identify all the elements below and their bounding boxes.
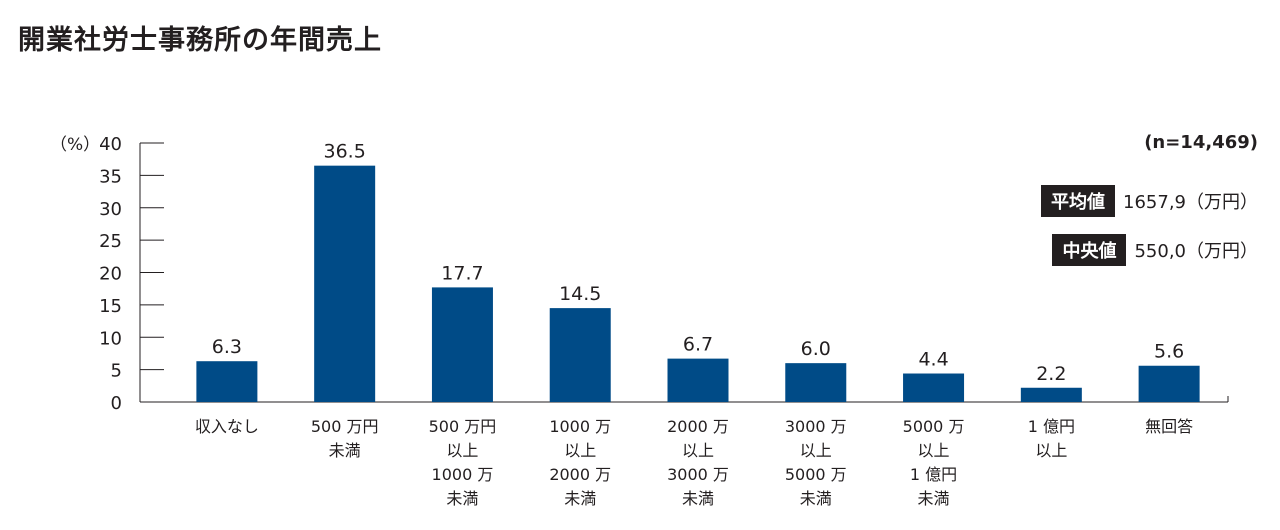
x-category-label: 500 万円 xyxy=(311,417,379,436)
y-tick-label: 5 xyxy=(111,361,122,382)
x-category-label: 1 億円 xyxy=(1028,417,1075,436)
x-category-label: 未満 xyxy=(446,489,478,508)
x-category-label: 5000 万 xyxy=(903,417,965,436)
y-tick-label: 15 xyxy=(99,296,122,317)
x-category-label: 3000 万 xyxy=(667,465,729,484)
x-category-label: 2000 万 xyxy=(549,465,611,484)
y-tick-label: 0 xyxy=(111,393,122,414)
x-category-label: 未満 xyxy=(918,489,950,508)
bar xyxy=(1020,387,1082,402)
bar-value-label: 36.5 xyxy=(324,141,366,163)
mean-badge: 平均値 xyxy=(1041,185,1116,217)
x-category-label: 未満 xyxy=(800,489,832,508)
bar xyxy=(903,373,965,402)
x-category-label: 以上 xyxy=(918,441,950,460)
median-badge: 中央値 xyxy=(1052,234,1127,266)
x-category-label: 未満 xyxy=(564,489,596,508)
x-category-label: 以上 xyxy=(800,441,832,460)
bar-value-label: 4.4 xyxy=(918,349,948,371)
y-tick-label: 25 xyxy=(99,231,122,252)
median-stat: 中央値 550,0（万円） xyxy=(1052,234,1258,266)
x-category-label: 以上 xyxy=(446,441,478,460)
bar-value-label: 5.6 xyxy=(1154,341,1184,363)
y-tick-label: 35 xyxy=(99,166,122,187)
bar xyxy=(431,287,493,402)
chart-title: 開業社労士事務所の年間売上 xyxy=(18,25,382,56)
x-category-label: 5000 万 xyxy=(785,465,847,484)
x-category-label: 2000 万 xyxy=(667,417,729,436)
y-tick-label: 30 xyxy=(99,199,122,220)
bar-value-label: 6.3 xyxy=(212,336,242,358)
bar xyxy=(196,361,258,402)
bar-value-label: 6.7 xyxy=(683,334,713,356)
x-category-label: 3000 万 xyxy=(785,417,847,436)
bar-value-label: 17.7 xyxy=(441,262,483,284)
bar-value-label: 2.2 xyxy=(1036,363,1066,385)
mean-stat: 平均値 1657,9（万円） xyxy=(1041,185,1258,217)
bar xyxy=(667,358,729,402)
x-category-label: 未満 xyxy=(329,441,361,460)
x-category-label: 1000 万 xyxy=(549,417,611,436)
bar-value-label: 6.0 xyxy=(801,338,831,360)
x-category-label: 以上 xyxy=(564,441,596,460)
x-category-label: 1 億円 xyxy=(910,465,957,484)
bar xyxy=(785,363,847,402)
median-value: 550,0（万円） xyxy=(1134,241,1258,262)
x-category-label: 以上 xyxy=(1035,441,1067,460)
x-category-label: 以上 xyxy=(682,441,714,460)
bar xyxy=(1138,365,1200,402)
bar-value-label: 14.5 xyxy=(559,283,601,305)
bar xyxy=(314,165,376,402)
x-category-label: 収入なし xyxy=(195,417,259,436)
mean-value: 1657,9（万円） xyxy=(1123,192,1258,213)
y-tick-label: 20 xyxy=(99,264,122,285)
x-category-label: 500 万円 xyxy=(429,417,497,436)
y-tick-label: 10 xyxy=(99,328,122,349)
sample-size-label: (n=14,469) xyxy=(1144,132,1258,153)
y-tick-label: 40 xyxy=(99,134,122,155)
bar xyxy=(549,308,611,402)
x-category-label: 未満 xyxy=(682,489,714,508)
x-category-label: 無回答 xyxy=(1145,417,1193,436)
x-category-label: 1000 万 xyxy=(432,465,494,484)
y-unit-label: （%） xyxy=(50,135,100,155)
